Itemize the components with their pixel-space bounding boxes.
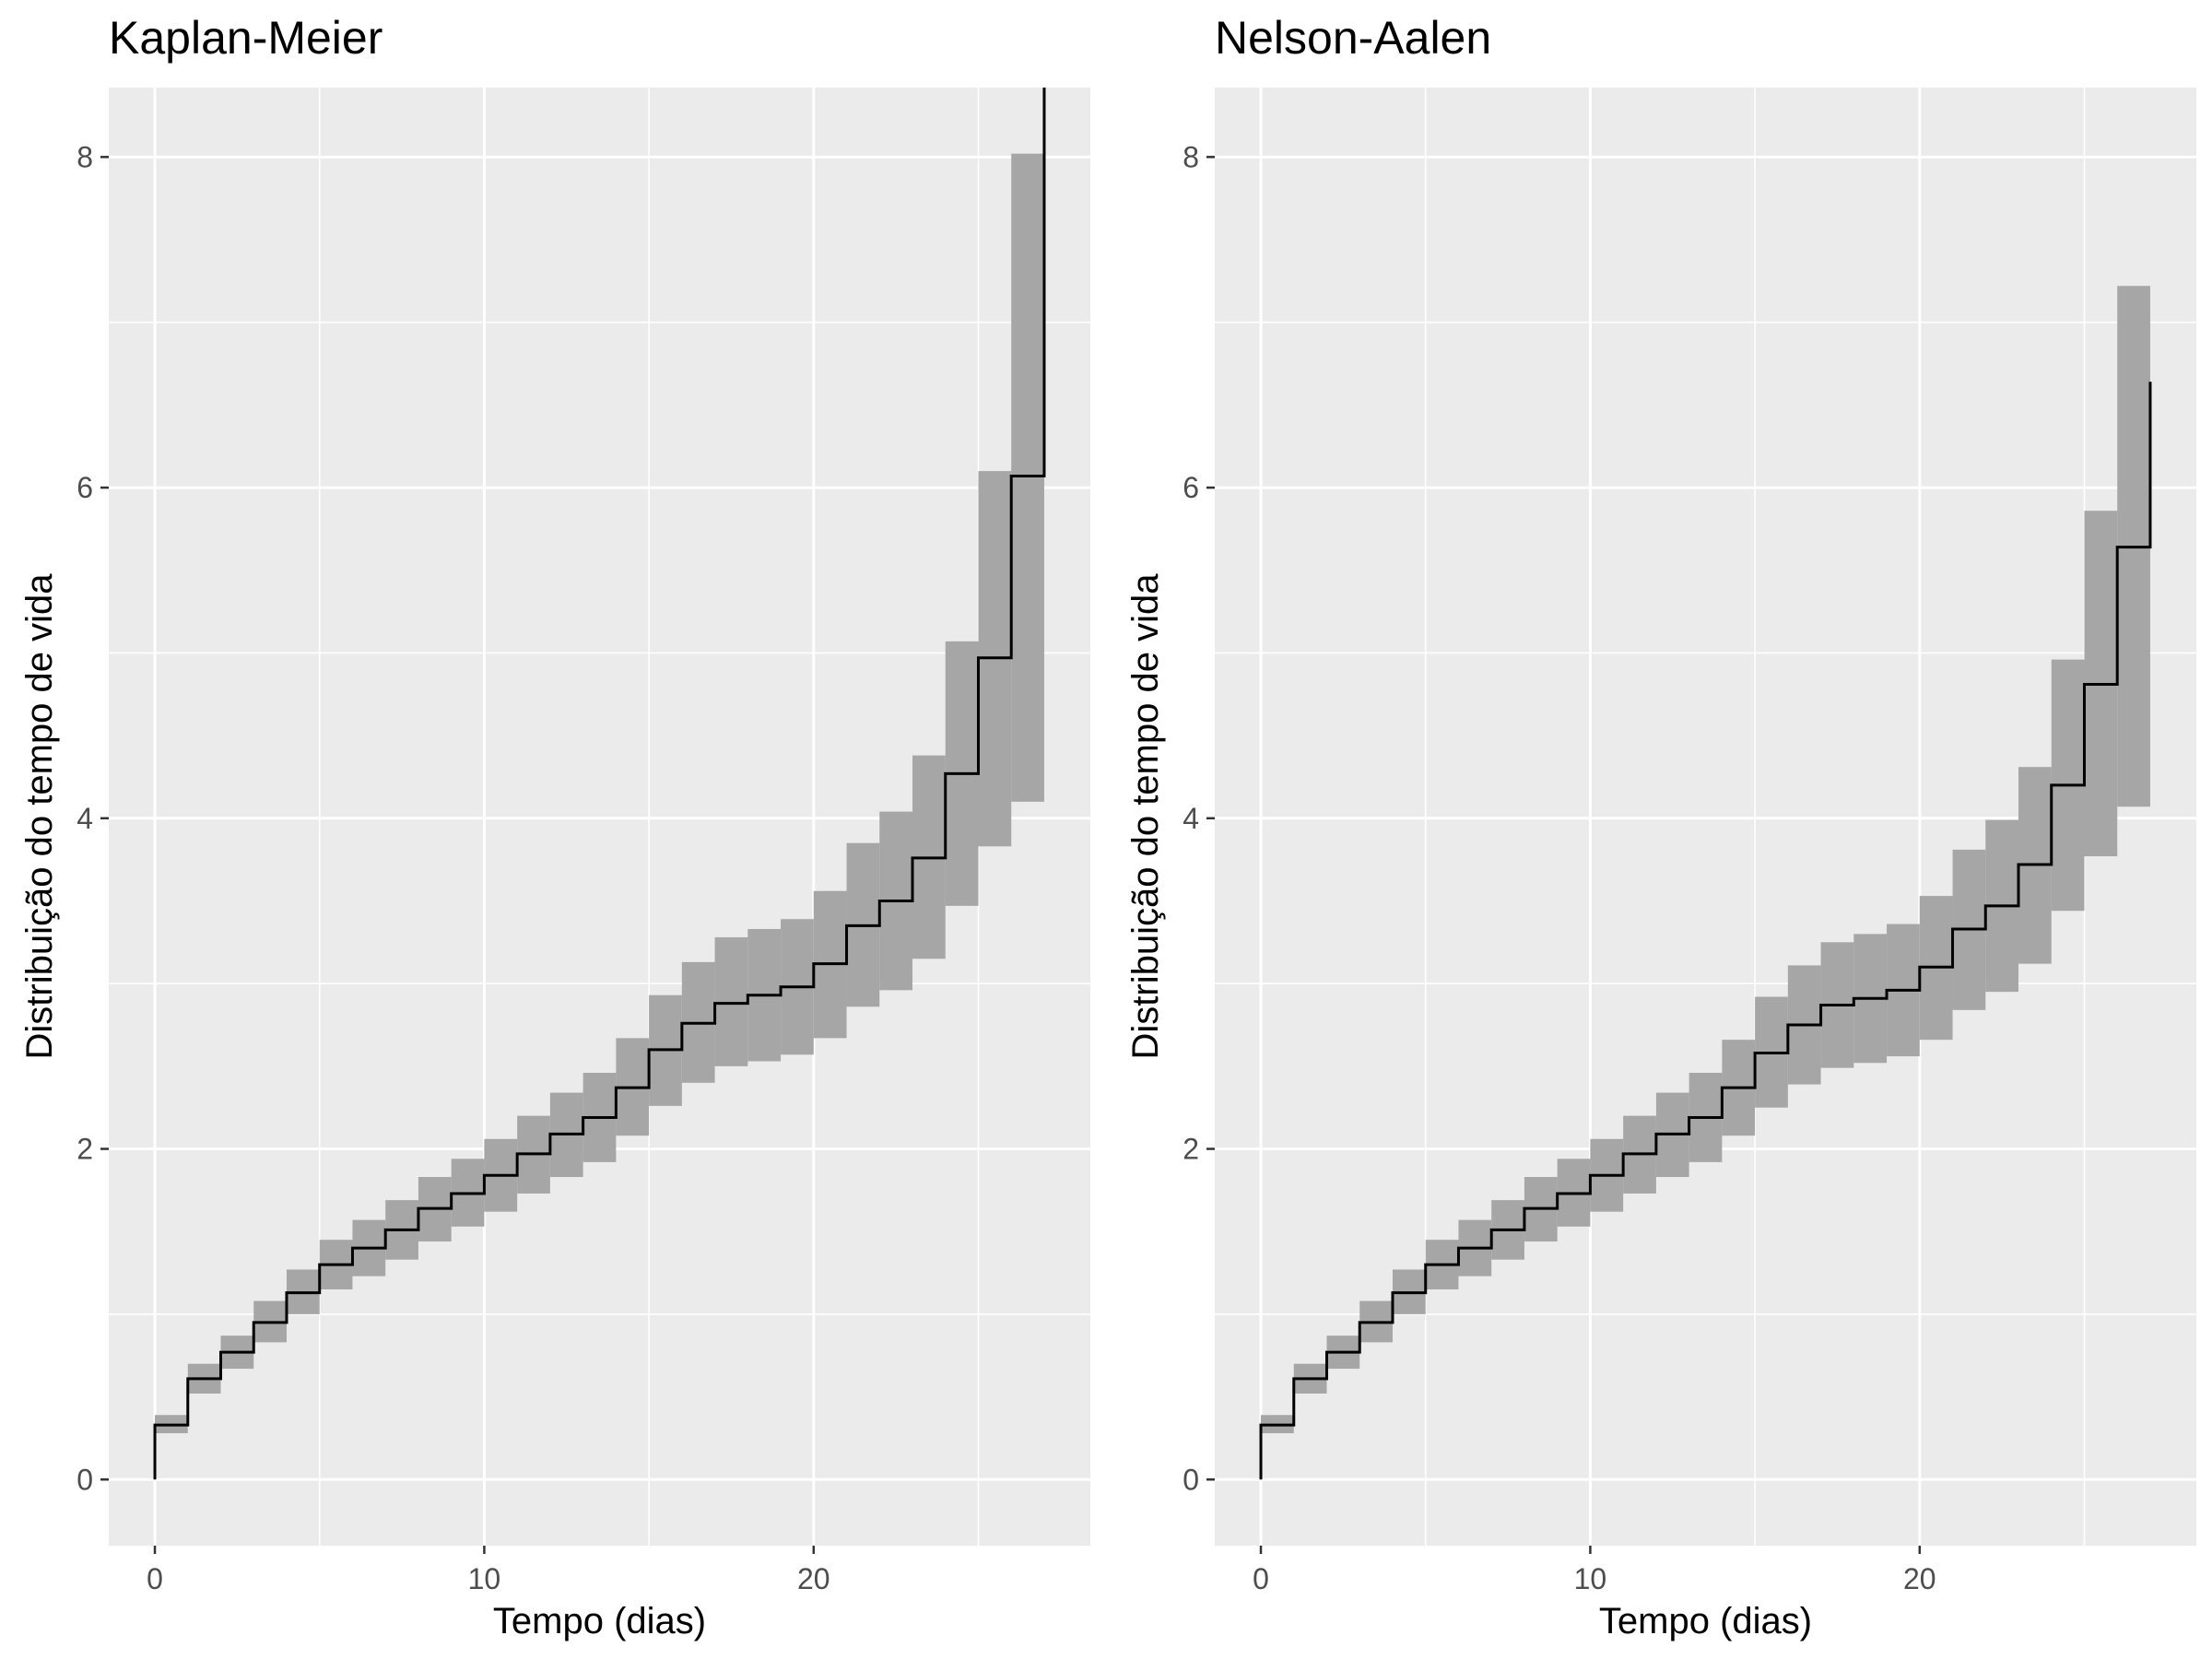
y-tick-label: 4	[1182, 802, 1199, 835]
x-tick-label: 10	[1574, 1562, 1607, 1595]
confidence-band-step	[1011, 153, 1044, 802]
y-axis-title: Distribuição do tempo de vida	[19, 573, 60, 1060]
nelson-aalen-panel: Nelson-Aalen 0 2 4 6 8 0 10 20 Tempo (dias) Dis…	[1125, 12, 2196, 1641]
x-tick-label: 0	[1253, 1562, 1269, 1595]
x-tick-label: 20	[797, 1562, 830, 1595]
x-axis-title: Tempo (dias)	[1599, 1601, 1812, 1641]
y-tick-label: 8	[1182, 140, 1199, 173]
estimate-step-path	[153, 88, 1046, 1480]
y-tick-label: 0	[76, 1463, 93, 1496]
y-tick-label: 4	[76, 802, 93, 835]
y-axis-title: Distribuição do tempo de vida	[1125, 573, 1166, 1060]
y-tick-label: 8	[76, 140, 93, 173]
kaplan-meier-panel: Kaplan-Meier 0 2 4 6 8 0 10 20 Tempo (dias) Dis…	[19, 12, 1090, 1641]
grid	[109, 88, 1090, 1546]
panel-title: Kaplan-Meier	[109, 12, 382, 64]
axes: 0 2 4 6 8 0 10 20	[76, 140, 830, 1595]
y-tick-label: 2	[1182, 1133, 1199, 1166]
estimate-step-path	[1259, 382, 2152, 1480]
x-axis-title: Tempo (dias)	[493, 1601, 706, 1641]
estimate-line	[1259, 382, 2152, 1480]
estimate-line	[153, 88, 1046, 1480]
confidence-band-step	[714, 936, 748, 1066]
x-tick-label: 0	[147, 1562, 163, 1595]
x-tick-label: 20	[1903, 1562, 1936, 1595]
y-tick-label: 0	[1182, 1463, 1199, 1496]
axes: 0 2 4 6 8 0 10 20	[1182, 140, 1936, 1595]
y-tick-label: 6	[76, 471, 93, 504]
panel-title: Nelson-Aalen	[1215, 12, 1491, 64]
y-tick-label: 2	[76, 1133, 93, 1166]
x-tick-label: 10	[468, 1562, 501, 1595]
y-tick-label: 6	[1182, 471, 1199, 504]
